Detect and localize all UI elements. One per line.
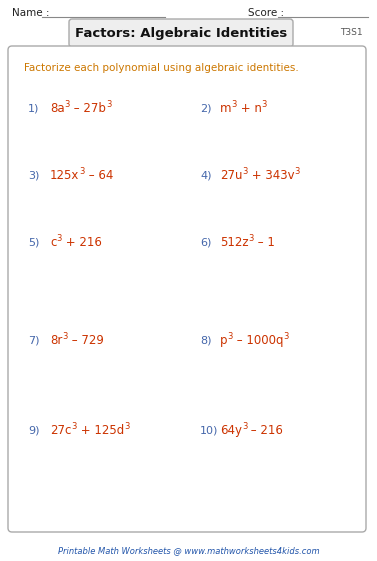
Text: 4): 4) — [200, 170, 211, 180]
Text: 1): 1) — [28, 103, 39, 113]
Text: 3: 3 — [242, 167, 248, 176]
Text: p: p — [220, 333, 227, 347]
Text: Score :: Score : — [248, 8, 284, 18]
FancyBboxPatch shape — [8, 46, 366, 532]
Text: 6): 6) — [200, 237, 211, 247]
Text: 7): 7) — [28, 335, 40, 345]
Text: – 1000q: – 1000q — [233, 333, 284, 347]
Text: 8r: 8r — [50, 333, 62, 347]
Text: – 27b: – 27b — [70, 102, 106, 114]
Text: 10): 10) — [200, 425, 218, 435]
Text: 3: 3 — [80, 167, 85, 176]
Text: 3: 3 — [227, 332, 233, 341]
Text: 512z: 512z — [220, 236, 248, 249]
Text: 3: 3 — [248, 234, 254, 243]
Text: 3): 3) — [28, 170, 39, 180]
Text: Printable Math Worksheets @ www.mathworksheets4kids.com: Printable Math Worksheets @ www.mathwork… — [58, 546, 319, 555]
Text: c: c — [50, 236, 57, 249]
Text: 3: 3 — [294, 167, 300, 176]
Text: m: m — [220, 102, 231, 114]
Text: + 125d: + 125d — [77, 424, 124, 436]
Text: + 343v: + 343v — [248, 168, 294, 182]
Text: 3: 3 — [71, 422, 77, 431]
Text: 8a: 8a — [50, 102, 64, 114]
Text: + 216: + 216 — [62, 236, 102, 249]
FancyBboxPatch shape — [69, 19, 293, 47]
Text: 64y: 64y — [220, 424, 242, 436]
Text: 27u: 27u — [220, 168, 242, 182]
Text: 3: 3 — [284, 332, 289, 341]
Text: 5): 5) — [28, 237, 39, 247]
Text: – 1: – 1 — [254, 236, 275, 249]
Text: 3: 3 — [242, 422, 247, 431]
Text: 3: 3 — [64, 100, 70, 109]
Text: 2): 2) — [200, 103, 211, 113]
Text: 3: 3 — [124, 422, 129, 431]
Text: – 216: – 216 — [247, 424, 283, 436]
Text: + n: + n — [237, 102, 262, 114]
Text: Factors: Algebraic Identities: Factors: Algebraic Identities — [75, 26, 287, 39]
Text: 27c: 27c — [50, 424, 71, 436]
Text: 8): 8) — [200, 335, 211, 345]
Text: 3: 3 — [62, 332, 68, 341]
Text: T3S1: T3S1 — [340, 27, 363, 36]
Text: 3: 3 — [57, 234, 62, 243]
Text: Factorize each polynomial using algebraic identities.: Factorize each polynomial using algebrai… — [24, 63, 299, 73]
Text: – 64: – 64 — [85, 168, 113, 182]
Text: 9): 9) — [28, 425, 40, 435]
Text: 3: 3 — [106, 100, 111, 109]
Text: 3: 3 — [262, 100, 267, 109]
Text: 3: 3 — [231, 100, 237, 109]
Text: – 729: – 729 — [68, 333, 104, 347]
Text: 125x: 125x — [50, 168, 80, 182]
Text: Name :: Name : — [12, 8, 49, 18]
